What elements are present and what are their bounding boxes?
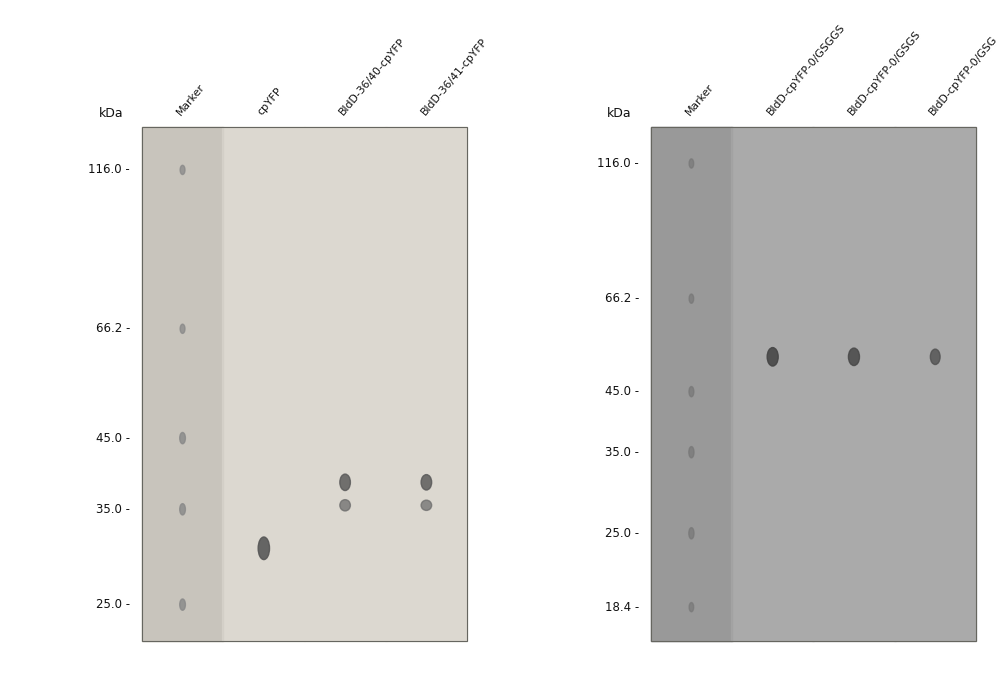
Ellipse shape (258, 537, 270, 560)
Ellipse shape (689, 603, 694, 612)
Text: 66.2 -: 66.2 - (605, 292, 639, 305)
Ellipse shape (180, 504, 185, 515)
Ellipse shape (421, 475, 432, 490)
Text: 116.0 -: 116.0 - (597, 157, 639, 170)
Text: 45.0 -: 45.0 - (96, 432, 130, 445)
Ellipse shape (340, 500, 350, 511)
Ellipse shape (689, 447, 694, 458)
Ellipse shape (180, 324, 185, 334)
Text: cpYFP: cpYFP (256, 86, 285, 117)
Bar (142, 127, 467, 641)
Bar (651, 127, 976, 641)
Text: 25.0 -: 25.0 - (605, 527, 639, 540)
Text: 25.0 -: 25.0 - (96, 598, 130, 611)
Ellipse shape (930, 349, 940, 364)
Bar (304, 127, 305, 641)
Text: Marker: Marker (175, 82, 207, 117)
Ellipse shape (180, 165, 185, 174)
Text: BldD-36/41-cpYFP: BldD-36/41-cpYFP (419, 36, 489, 117)
Ellipse shape (180, 599, 185, 610)
Ellipse shape (689, 387, 694, 397)
Ellipse shape (340, 474, 350, 490)
Text: Marker: Marker (684, 82, 716, 117)
Bar (142, 127, 467, 641)
Bar (142, 127, 223, 641)
Ellipse shape (689, 159, 694, 168)
Bar (731, 127, 733, 641)
Text: 45.0 -: 45.0 - (605, 385, 639, 398)
Text: 35.0 -: 35.0 - (605, 445, 639, 459)
Text: 35.0 -: 35.0 - (96, 503, 130, 516)
Bar (894, 127, 896, 641)
Text: BldD-cpYFP-0/GSG: BldD-cpYFP-0/GSG (928, 34, 1000, 117)
Ellipse shape (421, 500, 432, 511)
Ellipse shape (689, 294, 694, 303)
Text: BldD-cpYFP-0/GSGGS: BldD-cpYFP-0/GSGGS (765, 22, 847, 117)
Bar (385, 127, 387, 641)
Text: BldD-cpYFP-0/GSGS: BldD-cpYFP-0/GSGS (846, 29, 923, 117)
Ellipse shape (689, 528, 694, 539)
Bar (651, 127, 976, 641)
Text: BldD-36/40-cpYFP: BldD-36/40-cpYFP (337, 36, 408, 117)
Text: kDa: kDa (98, 108, 123, 121)
Ellipse shape (180, 432, 185, 444)
Bar (651, 127, 732, 641)
Text: 66.2 -: 66.2 - (96, 322, 130, 335)
Bar (812, 127, 814, 641)
Text: 18.4 -: 18.4 - (605, 601, 639, 614)
Text: kDa: kDa (607, 108, 632, 121)
Ellipse shape (848, 348, 859, 366)
Ellipse shape (767, 347, 778, 366)
Bar (222, 127, 224, 641)
Text: 116.0 -: 116.0 - (88, 163, 130, 176)
